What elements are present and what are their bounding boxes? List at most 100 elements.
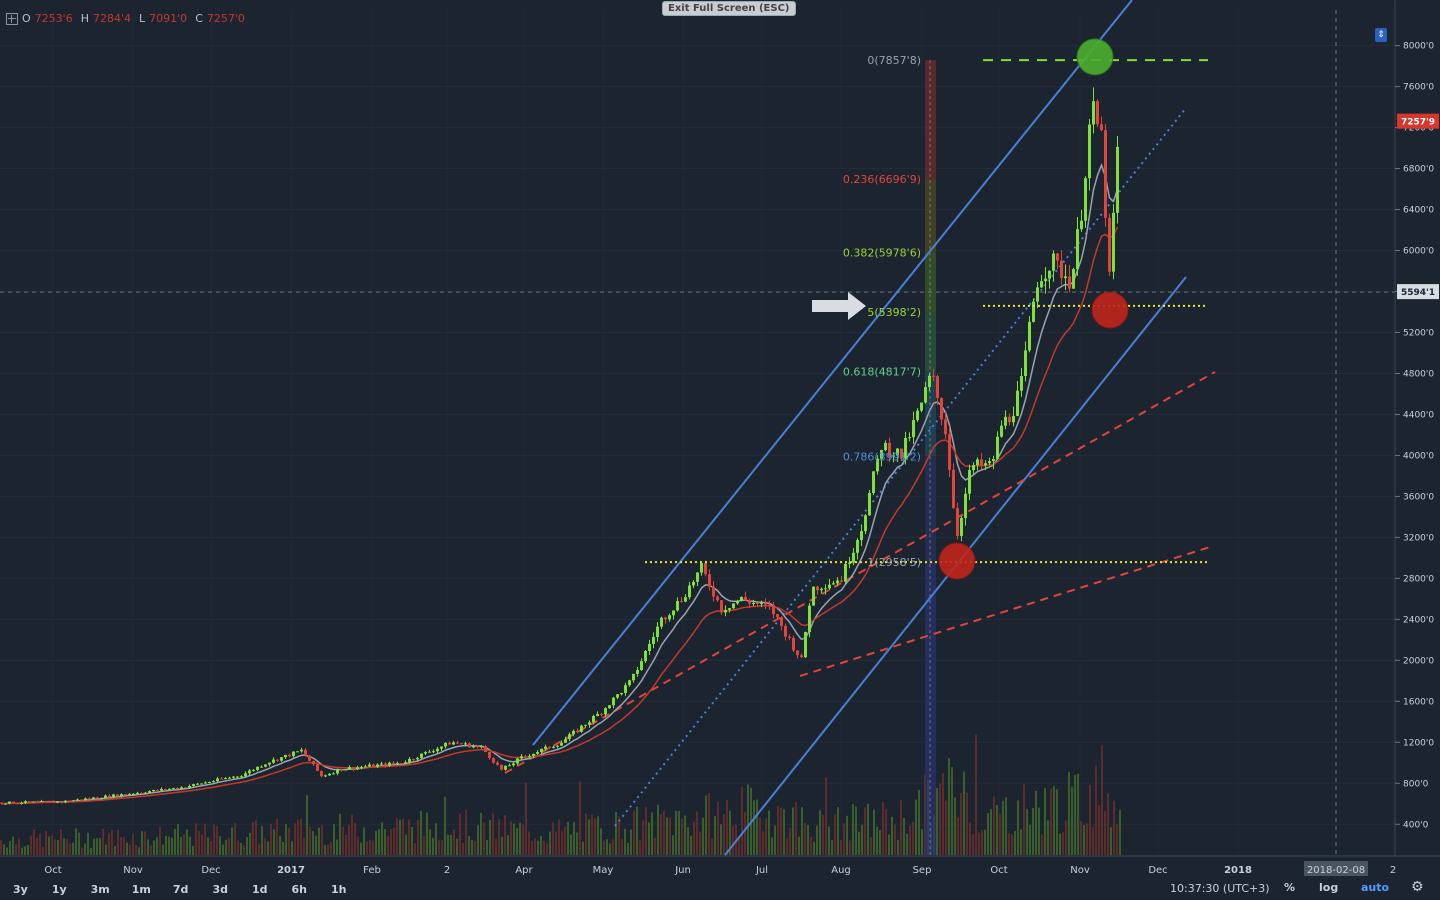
volume-bar [279, 836, 281, 855]
y-tick-label: 8000'0 [1403, 42, 1434, 52]
candle-body [224, 778, 227, 780]
volume-bar [873, 809, 875, 855]
utc-clock[interactable]: 10:37:30 (UTC+3) [1170, 882, 1270, 895]
volume-bar [852, 804, 854, 855]
timeframe-1h[interactable]: 1h [331, 882, 347, 896]
volume-bar [702, 817, 704, 855]
volume-bar [237, 840, 239, 855]
candle-body [932, 375, 935, 377]
volume-bar [117, 829, 119, 855]
timeframe-7d[interactable]: 7d [172, 882, 189, 896]
x-tick-label: Nov [1070, 865, 1090, 876]
candle-body [24, 801, 27, 803]
timeframe-3m[interactable]: 3m [90, 882, 110, 896]
volume-bar [69, 843, 71, 855]
candle-body [308, 755, 311, 761]
candle-body [796, 650, 799, 656]
volume-bar [45, 831, 47, 855]
scale-toggle-icon[interactable]: ⇕ [1375, 28, 1387, 42]
timeframe-3d[interactable]: 3d [212, 882, 228, 896]
candle-body [236, 776, 239, 778]
candle-body [668, 615, 671, 620]
volume-bar [642, 820, 644, 855]
fib-level-label: 1(2958'5) [867, 556, 921, 569]
volume-bar [1089, 784, 1091, 855]
percent-toggle[interactable]: % [1284, 881, 1296, 894]
candle-body [120, 794, 123, 797]
volume-bar [360, 842, 362, 855]
volume-bar [285, 824, 287, 855]
volume-bar [804, 822, 806, 855]
volume-bar [180, 836, 182, 855]
volume-bar [1068, 772, 1070, 855]
y-tick-label: 800'0 [1403, 779, 1429, 789]
candle-body [792, 637, 795, 651]
volume-bar [1095, 765, 1097, 855]
exit-fullscreen-button[interactable]: Exit Full Screen (ESC) [662, 1, 796, 16]
volume-bar [372, 840, 374, 855]
candle-body [624, 685, 627, 694]
volume-bar [1047, 820, 1049, 855]
volume-bar [600, 828, 602, 855]
volume-bar [690, 835, 692, 855]
candle-body [388, 762, 391, 766]
timeframe-1y[interactable]: 1y [51, 882, 67, 896]
log-toggle[interactable]: log [1319, 881, 1339, 894]
auto-toggle[interactable]: auto [1361, 881, 1390, 894]
candle-body [504, 765, 507, 770]
candle-body [880, 450, 883, 459]
volume-bar [594, 818, 596, 855]
candle-body [172, 788, 175, 790]
candle-body [924, 387, 927, 403]
candle-body [556, 745, 559, 747]
candle-body [508, 765, 511, 767]
gear-icon[interactable]: ⚙ [1411, 879, 1424, 895]
candle-body [204, 782, 207, 784]
volume-bar [561, 831, 563, 855]
candle-body [260, 766, 263, 768]
volume-bar [900, 800, 902, 855]
candle-body [1092, 101, 1095, 125]
candle-body [364, 766, 367, 768]
timeframe-3y[interactable]: 3y [13, 882, 28, 896]
candle-body [936, 376, 939, 398]
expand-icon[interactable] [6, 12, 18, 25]
volume-bar [975, 734, 977, 855]
candle-body [488, 751, 491, 758]
candle-body [916, 410, 919, 421]
volume-bar [948, 758, 950, 855]
candle-body [800, 655, 803, 658]
volume-bar [27, 844, 29, 855]
volume-bar [138, 847, 140, 855]
candle-body [696, 572, 699, 582]
candle-body [596, 713, 599, 717]
candle-body [196, 783, 199, 785]
volume-bar [795, 802, 797, 855]
y-tick-label: 1200'0 [1403, 738, 1434, 748]
volume-bar [447, 834, 449, 855]
timeframe-1m[interactable]: 1m [131, 882, 151, 896]
volume-bar [9, 841, 11, 855]
ohlc-high-label: H [80, 12, 89, 25]
volume-bar [645, 807, 647, 855]
candle-body [28, 801, 31, 803]
candle-body [856, 540, 859, 553]
volume-bar [159, 826, 161, 855]
volume-bar [837, 807, 839, 855]
volume-bar [198, 830, 200, 855]
candle-body [264, 764, 267, 767]
volume-bar [1032, 808, 1034, 855]
arrow-annotation [812, 292, 866, 320]
candle-body [724, 609, 727, 613]
timeframe-1d[interactable]: 1d [251, 882, 268, 896]
candle-body [1020, 375, 1023, 391]
candle-body [448, 742, 451, 745]
candles [0, 87, 1119, 805]
candle-body [140, 792, 143, 794]
volume-bar [939, 783, 941, 855]
candle-body [312, 760, 315, 765]
candle-body [812, 586, 815, 606]
timeframe-6h[interactable]: 6h [291, 882, 308, 896]
volume-bar [807, 825, 809, 855]
